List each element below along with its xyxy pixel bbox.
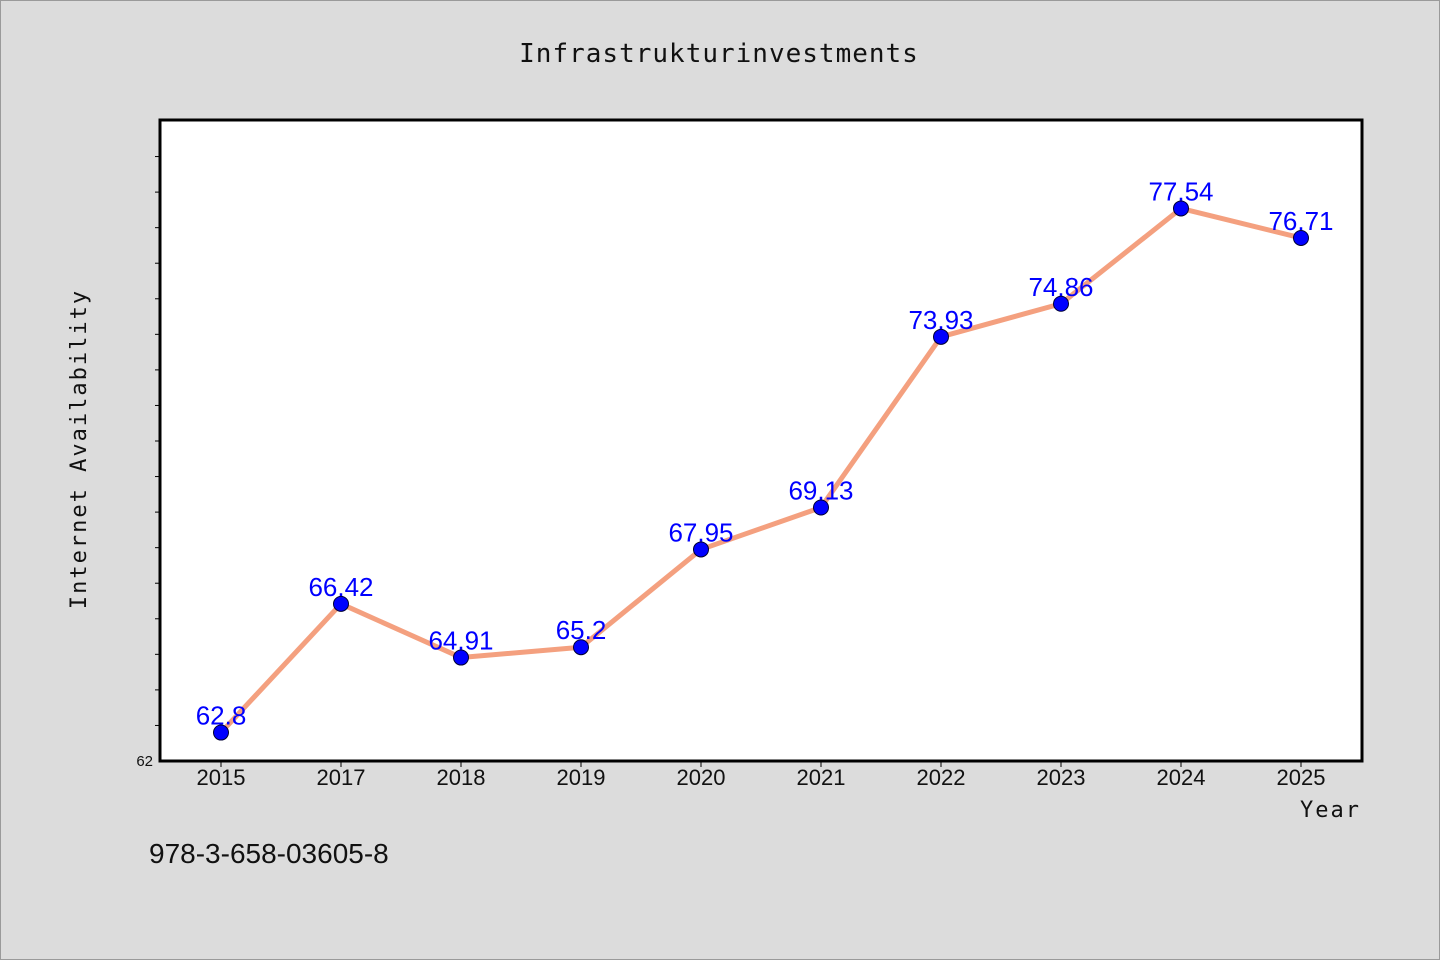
x-tick-label: 2015 — [197, 765, 246, 790]
chart-title: Infrastrukturinvestments — [519, 39, 919, 69]
x-tick-label: 2025 — [1277, 765, 1326, 790]
x-tick-label: 2020 — [677, 765, 726, 790]
data-point — [333, 595, 349, 612]
data-point — [1053, 295, 1069, 312]
data-point — [573, 639, 589, 656]
x-axis-label: Year — [1300, 798, 1361, 823]
data-point — [1173, 200, 1189, 217]
data-point — [1293, 229, 1309, 246]
data-point — [693, 541, 709, 558]
x-tick-label: 2018 — [437, 765, 486, 790]
footer-isbn: 978-3-658-03605-8 — [149, 838, 389, 869]
y-axis-ticks — [155, 156, 161, 726]
x-tick-label: 2021 — [797, 765, 846, 790]
x-tick-label: 2022 — [917, 765, 966, 790]
data-point — [933, 328, 949, 345]
y-axis-label: Internet Availability — [67, 289, 92, 609]
x-axis-ticks: 2015 2017 2018 2019 2020 2021 2022 2023 2024 2025 — [197, 761, 1326, 790]
data-point — [213, 724, 229, 741]
data-point — [813, 499, 829, 516]
data-point — [453, 649, 469, 666]
series-line — [219, 205, 1302, 735]
x-tick-label: 2017 — [317, 765, 366, 790]
x-tick-label: 2019 — [557, 765, 606, 790]
y-tick-label: 62 — [136, 753, 153, 770]
x-tick-label: 2023 — [1037, 765, 1086, 790]
x-tick-label: 2024 — [1157, 765, 1206, 790]
